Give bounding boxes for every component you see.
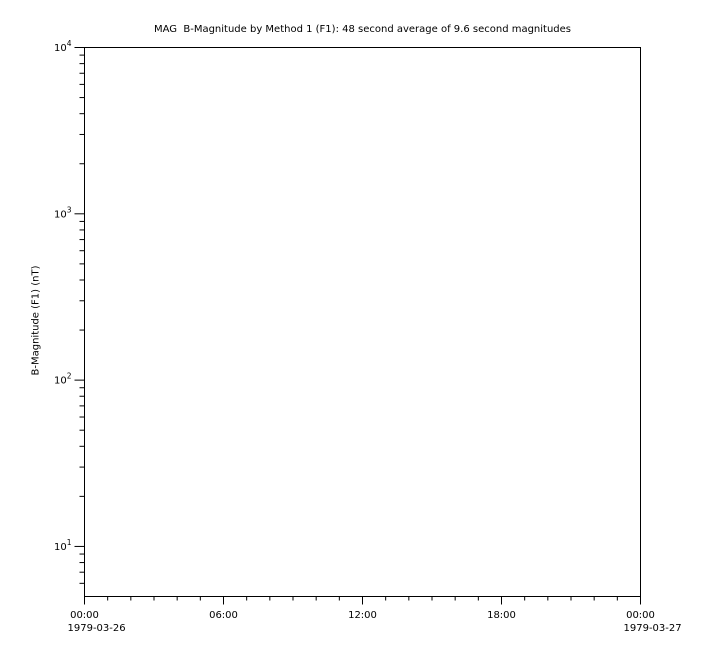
y-tick-label: 104 [54,39,72,54]
plot-frame [84,47,641,597]
y-tick-label: 102 [54,372,72,387]
y-axis-title: B-Magnitude (F1) (nT) [30,265,42,376]
x-tick-label: 18:00 [487,610,516,621]
plot-title: MAG B-Magnitude by Method 1 (F1): 48 sec… [153,24,572,35]
x-tick-label: 00:00 [626,610,655,621]
y-tick-label: 101 [54,538,72,553]
x-tick-label: 12:00 [348,610,377,621]
y-tick-label: 103 [54,205,72,220]
x-date-label: 1979-03-27 [624,623,682,634]
x-date-label: 1979-03-26 [68,623,126,634]
x-tick-label: 00:00 [70,610,99,621]
x-tick-label: 06:00 [209,610,238,621]
